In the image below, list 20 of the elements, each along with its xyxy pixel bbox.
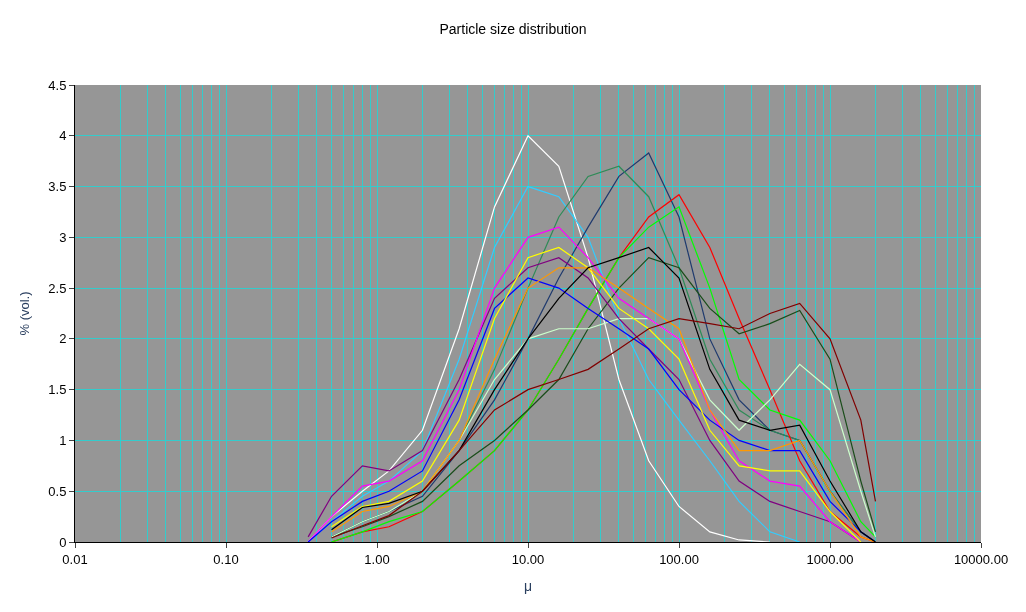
x-tick-label: 10.00 — [511, 551, 545, 567]
y-tick-label: 4.5 — [48, 77, 67, 93]
y-tick-label: 2 — [59, 331, 67, 347]
y-tick-label: 0 — [59, 534, 67, 550]
x-tick-label: 10000.00 — [953, 551, 1009, 567]
y-tick-label: 4 — [59, 128, 67, 144]
x-tick-label: 1.00 — [364, 551, 390, 567]
chart-title: Particle size distribution — [439, 21, 587, 38]
x-tick-label: 1000.00 — [806, 551, 854, 567]
x-axis-title: μ — [523, 577, 533, 594]
y-tick-label: 1 — [59, 432, 67, 448]
y-tick-label: 1.5 — [48, 382, 67, 398]
y-tick-label: 3.5 — [48, 179, 67, 195]
y-tick-label: 3 — [59, 229, 67, 245]
x-tick-label: 100.00 — [659, 551, 699, 567]
y-tick-label: 0.5 — [48, 483, 67, 499]
x-tick-label: 0.01 — [62, 551, 88, 567]
y-axis-title: % (vol.) — [17, 291, 33, 336]
x-tick-label: 0.10 — [213, 551, 239, 567]
y-tick-label: 2.5 — [48, 280, 67, 296]
